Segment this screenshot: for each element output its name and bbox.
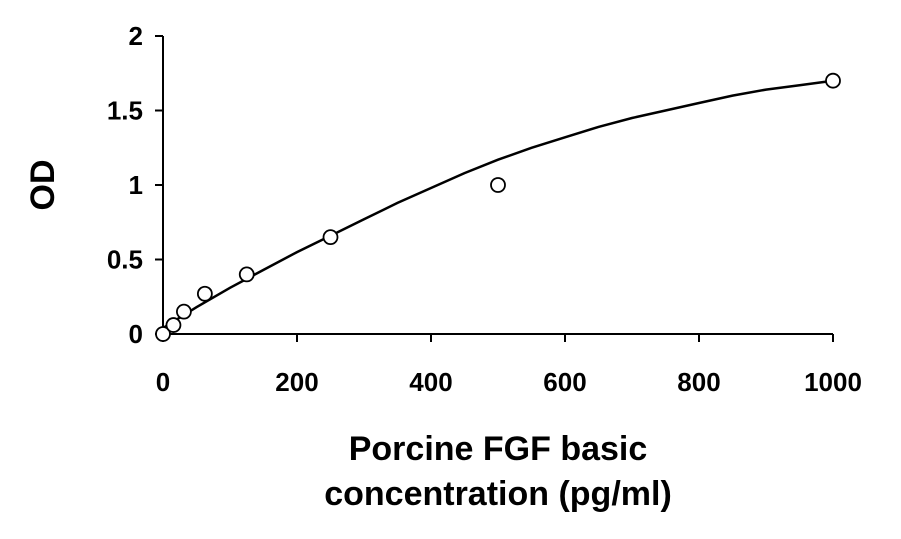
x-tick-label: 800 (677, 367, 720, 397)
data-points (155, 72, 841, 342)
y-axis-title: OD (24, 160, 62, 211)
data-point-marker (165, 317, 182, 333)
data-point-marker (322, 229, 339, 246)
fit-curve-line (162, 79, 834, 330)
data-point-marker (196, 285, 213, 302)
y-tick-label: 2 (129, 21, 143, 51)
ticks: 0 0.5 1 1.5 2 0 200 400 600 800 1000 (107, 21, 862, 397)
y-tick-label: 1.5 (107, 96, 143, 126)
x-tick-label: 0 (156, 367, 170, 397)
data-point-marker (238, 266, 255, 283)
x-tick-label: 400 (409, 367, 452, 397)
x-axis-title-line-1: Porcine FGF basic (349, 430, 648, 468)
y-tick-label: 1 (129, 170, 143, 200)
data-point-marker (490, 177, 506, 193)
x-tick-label: 1000 (804, 367, 862, 397)
x-tick-label: 600 (543, 367, 586, 397)
fitted-curve (162, 79, 834, 330)
data-point-marker (176, 303, 192, 320)
y-tick-label: 0 (129, 319, 143, 349)
y-tick-label: 0.5 (107, 245, 143, 275)
x-tick-label: 200 (275, 367, 318, 397)
data-point-marker (155, 326, 171, 342)
x-axis-title-line-2: concentration (pg/ml) (324, 475, 672, 513)
data-point-marker (825, 72, 841, 89)
